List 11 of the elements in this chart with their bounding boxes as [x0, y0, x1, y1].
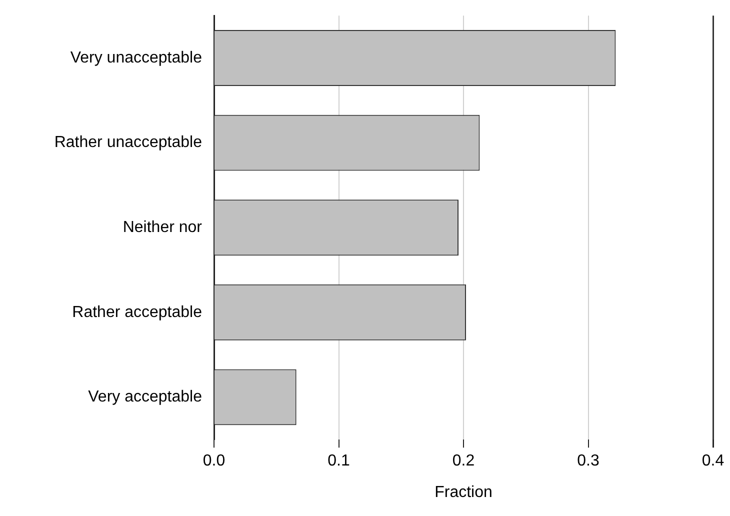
y-tick-label: Rather unacceptable [54, 134, 202, 152]
x-tick-label: 0.0 [202, 452, 226, 470]
x-axis-title: Fraction [434, 484, 492, 501]
x-tick-label: 0.3 [577, 452, 600, 470]
x-tick-label: 0.1 [328, 452, 350, 470]
y-tick-label: Very acceptable [88, 388, 202, 406]
x-tick-label: 0.4 [702, 452, 724, 470]
y-tick-label: Neither nor [122, 219, 203, 236]
y-tick-label: Very unacceptable [70, 49, 202, 66]
x-tick-label: 0.2 [452, 452, 475, 470]
y-tick-label: Rather acceptable [72, 304, 202, 321]
